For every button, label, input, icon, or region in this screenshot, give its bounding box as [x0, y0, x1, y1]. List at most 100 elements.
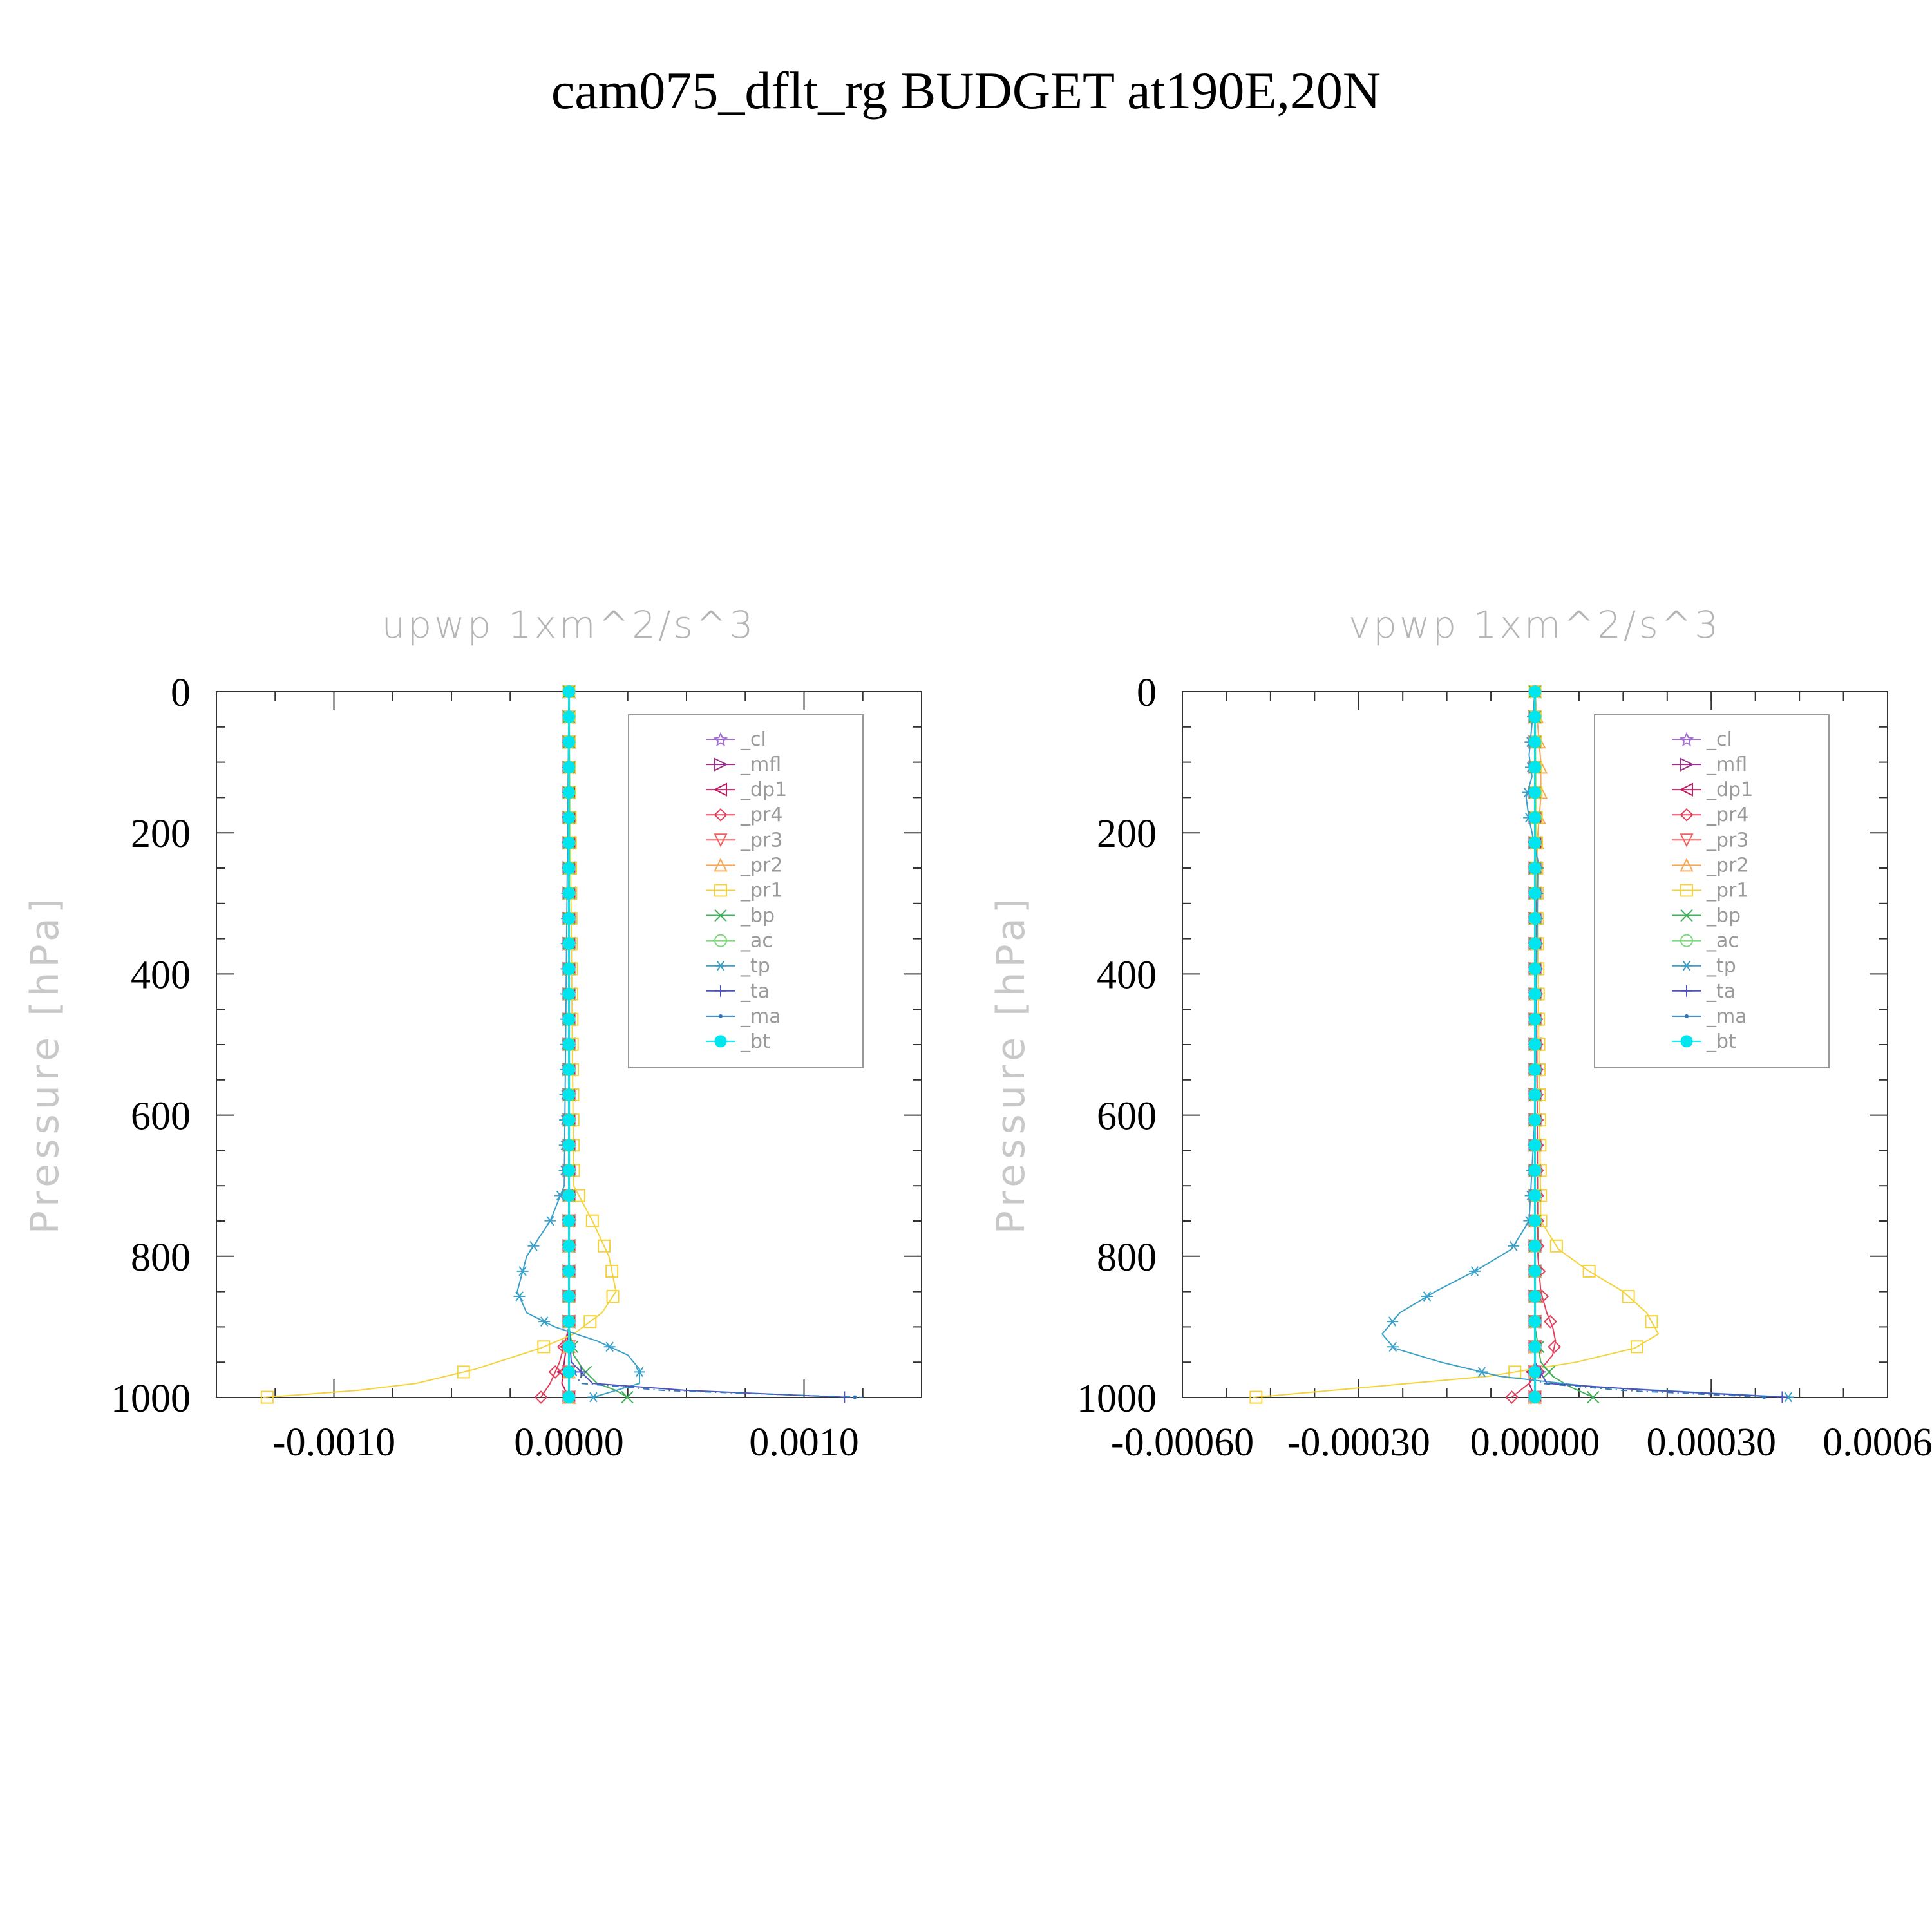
series-marker-bt	[563, 962, 575, 975]
series-marker-tp	[603, 1341, 616, 1352]
series-marker-bt	[563, 1240, 575, 1253]
series-marker-pr4	[1505, 1390, 1519, 1404]
series-marker-bt	[1529, 962, 1541, 975]
series-marker-bt	[1529, 1391, 1541, 1404]
series-marker-bt	[563, 786, 575, 799]
legend-label: _pr3	[740, 829, 782, 851]
y-tick-label: 800	[131, 1236, 191, 1280]
legend-label: _ma	[1706, 1005, 1747, 1028]
series-marker-tp	[1468, 1266, 1481, 1276]
legend-marker-mfl	[714, 757, 728, 772]
legend-label: _ac	[740, 930, 773, 952]
series-marker-bt	[563, 685, 575, 698]
legend-label: _bp	[740, 905, 775, 927]
legend-label: _ma	[740, 1005, 781, 1028]
x-tick-label: 0.00060	[1823, 1421, 1932, 1464]
legend-label: _pr3	[1706, 829, 1748, 851]
series-marker-pr1	[598, 1239, 611, 1253]
series-marker-bt	[563, 1113, 575, 1126]
legend-marker-bt	[714, 1035, 727, 1048]
series-marker-bt	[563, 1215, 575, 1227]
legend-marker-bp	[1680, 909, 1693, 922]
panel-title: upwp 1xm^2/s^3	[382, 603, 756, 647]
x-tick-label: 0.00000	[1470, 1421, 1600, 1464]
legend-label: _pr4	[740, 804, 782, 826]
legend-box	[1594, 714, 1830, 1068]
legend-marker-mfl	[1680, 757, 1694, 772]
y-axis-label: Pressure [hPa]	[989, 894, 1034, 1234]
series-marker-tp	[1475, 1367, 1488, 1378]
legend-marker-bt	[1680, 1035, 1693, 1048]
series-marker-bt	[1529, 937, 1541, 950]
series-marker-pr4	[1544, 1314, 1557, 1329]
series-marker-bt	[563, 1164, 575, 1177]
series-marker-bt	[563, 811, 575, 824]
y-tick-label: 0	[171, 671, 191, 715]
series-marker-bt	[563, 887, 575, 900]
legend-marker-pr3	[714, 833, 728, 848]
series-marker-bt	[563, 735, 575, 748]
legend-label: _pr1	[740, 879, 782, 902]
legend-label: _dp1	[1706, 779, 1753, 801]
series-marker-bt	[563, 912, 575, 925]
legend-label: _tp	[1706, 955, 1736, 978]
series-marker-bt	[1529, 862, 1541, 875]
legend-box	[628, 714, 864, 1068]
series-marker-pr1	[260, 1390, 274, 1404]
legend-label: _cl	[740, 728, 766, 751]
legend-marker-pr1	[1680, 884, 1693, 897]
legend-marker-pr3	[1680, 833, 1694, 848]
series-marker-pr1	[1630, 1340, 1643, 1354]
series-marker-pr1	[1249, 1390, 1263, 1404]
series-marker-pr4	[548, 1365, 562, 1379]
y-tick-label: 600	[1097, 1095, 1157, 1139]
y-tick-label: 1000	[111, 1377, 191, 1421]
panel-title: vpwp 1xm^2/s^3	[1349, 603, 1721, 647]
series-marker-bt	[563, 1265, 575, 1278]
series-line-pr1	[1253, 691, 1660, 1398]
series-marker-tp	[634, 1367, 645, 1378]
series-marker-bp	[621, 1390, 634, 1404]
series-marker-bt	[1529, 1215, 1541, 1227]
legend-marker-cl	[1679, 732, 1694, 747]
y-tick-label: 600	[131, 1095, 191, 1139]
legend-label: _bt	[740, 1030, 770, 1053]
legend-label: _dp1	[740, 779, 787, 801]
series-marker-bt	[563, 1365, 575, 1378]
legend-label: _tp	[740, 955, 770, 978]
legend-marker-tp	[1681, 960, 1692, 971]
series-marker-bt	[563, 761, 575, 773]
series-marker-pr1	[1645, 1315, 1658, 1329]
legend-label: _ta	[1706, 980, 1736, 1003]
legend-label: _mfl	[740, 753, 781, 776]
y-tick-label: 1000	[1077, 1377, 1157, 1421]
series-marker-pr1	[537, 1340, 551, 1354]
series-marker-bt	[1529, 811, 1541, 824]
x-tick-label: 0.00030	[1647, 1421, 1777, 1464]
series-marker-tp	[1508, 1241, 1520, 1251]
series-marker-bp	[1542, 1365, 1556, 1379]
y-tick-label: 200	[1097, 812, 1157, 856]
series-marker-bt	[1529, 1139, 1541, 1151]
x-tick-label: 0.0000	[514, 1421, 624, 1464]
x-tick-label: -0.0010	[272, 1421, 395, 1464]
y-axis-label: Pressure [hPa]	[23, 894, 68, 1234]
legend-marker-ac	[714, 934, 727, 947]
legend-label: _pr4	[1706, 804, 1748, 826]
series-marker-bt	[563, 862, 575, 875]
legend-marker-tp	[715, 960, 726, 971]
legend-marker-pr4	[714, 808, 728, 822]
series-marker-tp	[1387, 1341, 1399, 1352]
series-marker-bt	[1529, 837, 1541, 849]
series-marker-bt	[1529, 1189, 1541, 1202]
series-marker-pr1	[1622, 1290, 1635, 1303]
legend-label: _pr2	[1706, 854, 1748, 876]
legend-label: _pr1	[1706, 879, 1748, 902]
legend-marker-dp1	[1679, 782, 1693, 797]
y-tick-label: 400	[1097, 953, 1157, 997]
series-marker-bt	[1529, 1113, 1541, 1126]
legend-marker-pr1	[714, 884, 727, 897]
series-marker-bt	[1529, 786, 1541, 799]
legend-marker-dp1	[713, 782, 727, 797]
